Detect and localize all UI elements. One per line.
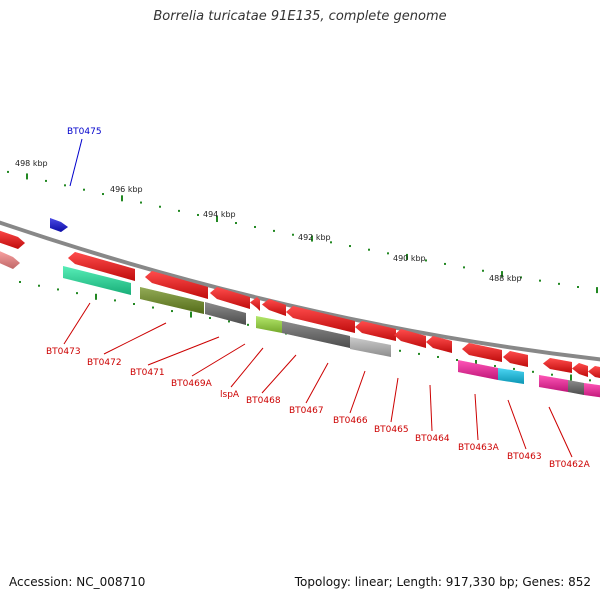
gene-label-bt0462a[interactable]: BT0462A — [549, 460, 591, 470]
leader-line-bt0468 — [261, 354, 297, 394]
gene-feature-red-h[interactable] — [543, 358, 572, 373]
gene-feature-bt0472-shade — [68, 252, 135, 281]
gene-feature-pink-end[interactable] — [584, 383, 600, 398]
gene-feature-red-d[interactable] — [262, 299, 286, 316]
leader-line-bt0475 — [69, 138, 83, 187]
leader-line-bt0465 — [390, 377, 399, 423]
gene-feature-red-b[interactable] — [210, 287, 250, 309]
gene-feature-bt0467-shade — [286, 306, 355, 333]
gene-feature-bt0462a-shade — [539, 375, 568, 392]
leader-line-bt0463 — [507, 399, 527, 450]
gene-feature-red-g-shade — [503, 351, 528, 367]
ruler-ticks — [7, 170, 598, 294]
genome-title: Borrelia turicatae 91E135, complete geno… — [153, 9, 447, 24]
genome-summary-text: Topology: linear; Length: 917,330 bp; Ge… — [294, 575, 591, 589]
gene-feature-bt0462a[interactable] — [539, 375, 568, 392]
gene-feature-red-g[interactable] — [503, 351, 528, 367]
gene-feature-red-i-shade — [572, 363, 588, 377]
gene-feature-bt0466[interactable] — [350, 337, 391, 357]
gene-feature-bt0463a[interactable] — [458, 360, 498, 380]
gene-feature-bt0465[interactable] — [394, 329, 426, 348]
gene-feature-red-f-shade — [462, 343, 502, 362]
leader-line-bt0463a — [474, 393, 479, 441]
gene-feature-bt0468[interactable] — [282, 321, 350, 348]
gene-feature-pink-end-shade — [584, 383, 600, 398]
gene-labels: BT0475 BT0473 BT0472 BT0471 BT0469A lspA… — [46, 127, 591, 470]
gene-label-bt0466[interactable]: BT0466 — [333, 416, 368, 426]
gene-feature-red-d-shade — [262, 299, 286, 316]
gene-feature-red-a[interactable] — [145, 271, 208, 299]
gene-feature-red-j-shade — [588, 366, 600, 378]
gene-feature-lspa-shade — [256, 316, 282, 333]
gene-label-bt0463a[interactable]: BT0463A — [458, 443, 500, 453]
ruler-label-498kbp: 498 kbp — [15, 159, 48, 168]
leader-line-bt0464 — [429, 384, 433, 432]
gene-label-bt0468[interactable]: BT0468 — [246, 396, 281, 406]
gene-label-bt0472[interactable]: BT0472 — [87, 358, 122, 368]
gene-feature-partial-pink[interactable] — [0, 249, 20, 269]
gene-label-bt0471[interactable]: BT0471 — [130, 368, 165, 378]
gene-feature-bt0467[interactable] — [286, 306, 355, 333]
gene-feature-red-e-shade — [355, 321, 396, 341]
leader-line-lspa — [230, 347, 264, 388]
gene-feature-bt0471-shade — [140, 287, 204, 314]
gene-feature-bt0473-shade — [63, 266, 131, 295]
gene-feature-bt0468-shade — [282, 321, 350, 348]
ruler-label-494kbp: 494 kbp — [203, 210, 236, 219]
ruler-label-492kbp: 492 kbp — [298, 233, 331, 242]
gene-label-bt0469a[interactable]: BT0469A — [171, 379, 213, 389]
gene-feature-bt0473[interactable] — [63, 266, 131, 295]
gene-feature-partial-pink-shade — [0, 251, 20, 269]
gene-feature-red-e[interactable] — [355, 321, 396, 341]
gene-feature-red-c-shade — [250, 297, 260, 311]
ruler-label-490kbp: 490 kbp — [393, 254, 426, 263]
gene-feature-bt0463-shade — [498, 368, 524, 384]
gene-label-bt0463[interactable]: BT0463 — [507, 452, 542, 462]
leader-line-bt0466 — [349, 370, 366, 414]
gene-feature-red-f[interactable] — [462, 343, 502, 362]
leader-line-bt0469a — [191, 343, 246, 377]
gene-label-lines — [63, 138, 573, 458]
leader-line-bt0467 — [305, 362, 329, 404]
gene-feature-red-b-shade — [210, 287, 250, 309]
gene-label-bt0473[interactable]: BT0473 — [46, 347, 81, 357]
accession-text: Accession: NC_008710 — [9, 575, 146, 589]
gene-feature-bt0475-shade — [50, 218, 68, 232]
leader-line-bt0462a — [548, 406, 573, 458]
ruler-label-488kbp: 488 kbp — [489, 274, 522, 283]
gene-feature-bt0463a-shade — [458, 360, 498, 380]
gene-features — [0, 218, 600, 398]
gene-feature-bt0472[interactable] — [68, 252, 135, 281]
gene-label-bt0467[interactable]: BT0467 — [289, 406, 324, 416]
gene-label-bt0465[interactable]: BT0465 — [374, 425, 409, 435]
gene-feature-red-j[interactable] — [588, 366, 600, 379]
gene-feature-bt0475[interactable] — [50, 218, 68, 232]
ruler-label-496kbp: 496 kbp — [110, 185, 143, 194]
gene-feature-partial-red-1-shade — [0, 230, 25, 249]
gene-feature-gray-end[interactable] — [568, 380, 584, 395]
leader-line-bt0471 — [147, 336, 220, 366]
gene-feature-bt0463[interactable] — [498, 368, 524, 384]
gene-label-bt0464[interactable]: BT0464 — [415, 434, 450, 444]
gene-feature-red-c[interactable] — [250, 297, 260, 311]
gene-label-bt0475[interactable]: BT0475 — [67, 127, 102, 137]
gene-feature-bt0469a[interactable] — [205, 302, 246, 325]
gene-feature-gray-end-shade — [568, 380, 584, 395]
gene-feature-bt0464[interactable] — [426, 336, 452, 353]
ruler-labels: 498 kbp 496 kbp 494 kbp 492 kbp 490 kbp … — [15, 159, 522, 283]
leader-line-bt0472 — [103, 322, 167, 355]
gene-feature-red-h-shade — [543, 358, 572, 373]
gene-feature-bt0464-shade — [426, 336, 452, 353]
leader-line-bt0473 — [63, 302, 91, 345]
gene-feature-partial-red-1[interactable] — [0, 229, 25, 249]
gene-label-lspa[interactable]: lspA — [220, 390, 240, 400]
gene-feature-bt0471[interactable] — [140, 287, 204, 314]
gene-feature-lspa[interactable] — [256, 316, 282, 333]
gene-feature-red-i[interactable] — [572, 363, 588, 377]
gene-feature-red-a-shade — [145, 271, 208, 299]
gene-feature-bt0469a-shade — [205, 302, 246, 325]
gene-feature-bt0466-shade — [350, 337, 391, 357]
gene-feature-bt0465-shade — [394, 329, 426, 348]
